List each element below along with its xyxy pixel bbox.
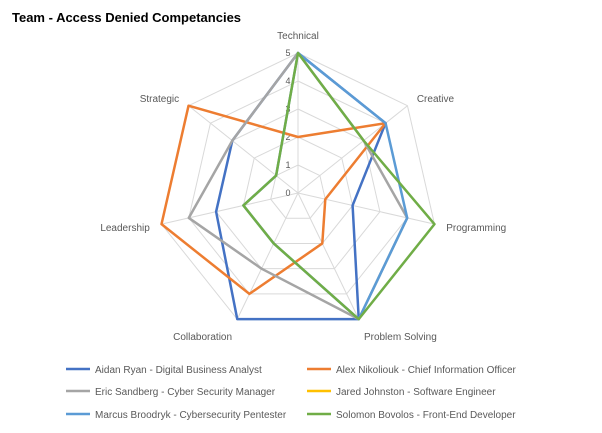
legend-label-5: Solomon Bovolos - Front-End Developer xyxy=(336,410,516,421)
spoke-1 xyxy=(297,105,408,194)
legend-label-1: Alex Nikoliouk - Chief Information Offic… xyxy=(336,365,517,376)
spoke-5 xyxy=(161,192,299,225)
axis-label-creative: Creative xyxy=(417,94,455,105)
series-line-2 xyxy=(187,51,409,321)
series-line-0 xyxy=(214,51,387,321)
chart-title: Team - Access Denied Competancies xyxy=(12,10,242,25)
legend-label-3: Jared Johnston - Software Engineer xyxy=(336,387,496,398)
spoke-2 xyxy=(297,192,435,225)
axis-label-technical: Technical xyxy=(277,31,319,42)
legend-layer: Aidan Ryan - Digital Business Analyst Ale… xyxy=(66,365,517,421)
spoke-4 xyxy=(236,192,299,320)
axis-label-leadership: Leadership xyxy=(100,223,150,234)
axis-label-programming: Programming xyxy=(446,223,506,234)
spoke-6 xyxy=(188,105,299,194)
axis-label-problem-solving: Problem Solving xyxy=(364,332,437,343)
legend-label-4: Marcus Broodryk - Cybersecurity Penteste… xyxy=(95,410,287,421)
tick-label-5: 5 xyxy=(285,48,290,58)
tick-label-1: 1 xyxy=(285,160,290,170)
legend-label-2: Eric Sandberg - Cyber Security Manager xyxy=(95,387,276,398)
series-layer xyxy=(160,51,436,321)
tick-label-2: 2 xyxy=(285,132,290,142)
spoke-3 xyxy=(297,192,360,320)
series-line-1 xyxy=(160,104,387,296)
axis-label-strategic: Strategic xyxy=(140,94,179,105)
tick-label-4: 4 xyxy=(285,76,290,86)
spoke-layer xyxy=(161,53,435,320)
tick-label-0: 0 xyxy=(285,188,290,198)
series-line-5 xyxy=(242,51,436,321)
axis-label-collaboration: Collaboration xyxy=(173,332,232,343)
grid-ring-1 xyxy=(270,164,326,219)
legend-label-0: Aidan Ryan - Digital Business Analyst xyxy=(95,365,262,376)
grid-ring-2 xyxy=(242,136,354,244)
axis-label-layer: Technical Creative Programming Problem Solv… xyxy=(100,31,506,343)
